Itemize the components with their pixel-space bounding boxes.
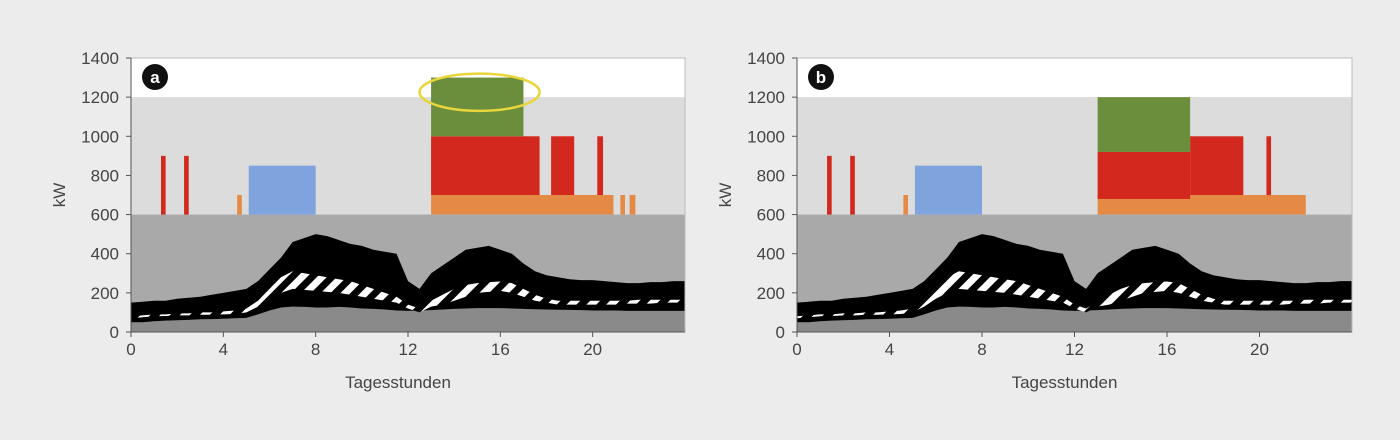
panel-label: b	[816, 68, 826, 87]
y-tick-label: 800	[91, 166, 119, 185]
x-tick-label: 8	[977, 340, 986, 359]
x-tick-label: 12	[399, 340, 418, 359]
panel-label: a	[150, 68, 160, 87]
load-block	[1097, 195, 1306, 215]
panel-label-badge	[808, 64, 834, 90]
load-block	[597, 136, 604, 195]
y-tick-label: 1000	[747, 127, 785, 146]
x-tick-label: 4	[219, 340, 228, 359]
y-tick-label: 600	[757, 206, 785, 225]
load-block	[431, 136, 540, 195]
load-block	[1190, 136, 1244, 195]
load-hatched-area	[797, 271, 1352, 319]
x-tick-label: 20	[1250, 340, 1269, 359]
y-tick-label: 800	[757, 166, 785, 185]
y-tick-label: 1000	[81, 127, 119, 146]
background-band	[131, 58, 685, 98]
load-block	[620, 195, 625, 215]
load-block	[914, 165, 982, 215]
load-block	[1097, 151, 1191, 199]
load-block	[431, 195, 614, 215]
x-axis-title: Tagesstunden	[1012, 373, 1118, 392]
y-tick-label: 0	[776, 323, 785, 342]
x-tick-label: 20	[583, 340, 602, 359]
y-tick-label: 200	[757, 284, 785, 303]
y-tick-label: 400	[757, 245, 785, 264]
y-tick-label: 600	[91, 206, 119, 225]
y-tick-label: 0	[110, 323, 119, 342]
x-tick-label: 4	[885, 340, 894, 359]
load-block	[184, 155, 189, 215]
y-axis-title: kW	[716, 183, 735, 208]
chart-panel-a: 0 200 400 600 800 1000 1200 1400 0 4 8 12 16 20 Tagess…	[50, 49, 686, 392]
y-tick-label: 1400	[81, 49, 119, 68]
load-block	[161, 155, 166, 215]
load-block	[850, 155, 855, 215]
load-block	[1266, 136, 1272, 195]
load-block	[1097, 97, 1191, 152]
load-block	[237, 195, 242, 215]
panel-label-badge	[142, 64, 168, 90]
chart-panel-b: 0 200 400 600 800 1000 1200 1400 0 4 8 12 16 20 Tagess…	[716, 49, 1353, 392]
x-tick-label: 8	[311, 340, 320, 359]
load-block	[551, 136, 575, 195]
x-tick-label: 0	[126, 340, 135, 359]
load-base-area	[797, 306, 1352, 332]
load-block	[629, 195, 636, 215]
load-base-area	[131, 306, 685, 332]
y-tick-label: 200	[91, 284, 119, 303]
highlight-ellipse	[418, 72, 541, 113]
x-tick-label: 0	[792, 340, 801, 359]
load-hatched-area	[131, 271, 685, 319]
x-tick-label: 16	[491, 340, 510, 359]
y-axis-title: kW	[50, 183, 69, 208]
background-band	[797, 58, 1352, 98]
x-tick-label: 16	[1158, 340, 1177, 359]
load-block	[903, 195, 908, 215]
x-axis-title: Tagesstunden	[345, 373, 451, 392]
y-tick-label: 400	[91, 245, 119, 264]
x-tick-label: 12	[1065, 340, 1084, 359]
load-block	[827, 155, 832, 215]
y-tick-label: 1200	[81, 88, 119, 107]
y-tick-label: 1200	[747, 88, 785, 107]
y-tick-label: 1400	[747, 49, 785, 68]
load-block	[248, 165, 316, 215]
